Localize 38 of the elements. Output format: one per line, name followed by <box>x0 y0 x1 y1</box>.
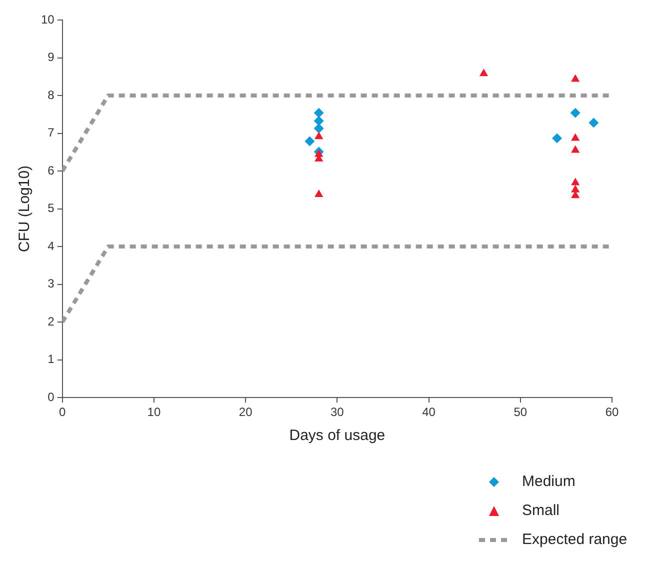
y-axis-title: CFU (Log10) <box>16 165 34 252</box>
point <box>571 145 580 153</box>
y-tick-label: 8 <box>48 88 55 102</box>
y-tick-label: 6 <box>48 163 55 178</box>
point <box>314 123 324 134</box>
y-tick-label: 0 <box>48 390 55 404</box>
x-tick-label: 30 <box>330 405 344 420</box>
point <box>571 74 580 82</box>
point <box>552 133 562 144</box>
x-tick-label: 60 <box>605 405 619 420</box>
point <box>571 133 580 141</box>
y-tick-label: 4 <box>48 238 55 253</box>
y-tick-label: 10 <box>40 12 55 26</box>
y-tick-label: 7 <box>48 126 55 140</box>
point <box>304 136 315 146</box>
point <box>314 116 324 126</box>
point <box>314 132 324 140</box>
point <box>314 108 324 118</box>
point <box>479 68 488 76</box>
x-axis-title: Days of usage <box>289 427 386 444</box>
point <box>314 189 324 197</box>
y-tick-label: 5 <box>48 201 55 216</box>
point <box>571 184 580 192</box>
point <box>588 118 599 128</box>
legend-label: Small <box>522 502 560 519</box>
y-tick-label: 1 <box>48 352 55 366</box>
x-tick-label: 10 <box>147 405 161 420</box>
x-tick-label: 0 <box>59 405 66 420</box>
point <box>570 108 580 118</box>
legend-label: Expected range <box>522 531 628 548</box>
y-tick-label: 2 <box>48 314 55 328</box>
x-tick-label: 20 <box>238 405 253 420</box>
point <box>571 178 580 186</box>
x-tick-label: 40 <box>422 405 436 420</box>
y-tick-label: 9 <box>48 50 55 64</box>
legend-label: Medium <box>522 473 576 490</box>
y-tick-label: 3 <box>48 276 55 291</box>
x-tick-label: 50 <box>514 405 528 420</box>
